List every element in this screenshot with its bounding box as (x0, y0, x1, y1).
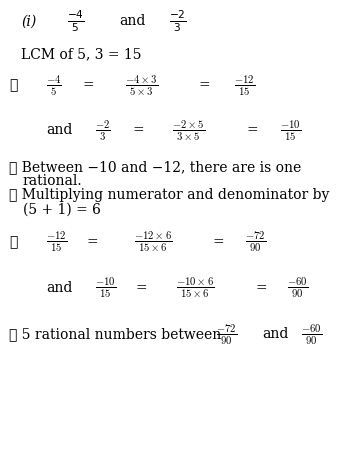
Text: =: = (246, 123, 258, 137)
Text: and: and (46, 281, 72, 295)
Text: $\frac{-2\times5}{3\times5}$: $\frac{-2\times5}{3\times5}$ (172, 118, 206, 143)
Text: $\frac{-10\times6}{15\times6}$: $\frac{-10\times6}{15\times6}$ (176, 275, 214, 300)
Text: $\frac{-12}{15}$: $\frac{-12}{15}$ (46, 229, 67, 254)
Text: $\frac{-60}{90}$: $\frac{-60}{90}$ (301, 322, 322, 346)
Text: and: and (120, 14, 146, 28)
Text: $\mathdefault{\frac{-2}{3}}$: $\mathdefault{\frac{-2}{3}}$ (169, 9, 187, 34)
Text: =: = (136, 281, 147, 295)
Text: $\frac{-10}{15}$: $\frac{-10}{15}$ (95, 275, 116, 300)
Text: $\frac{-4}{5}$: $\frac{-4}{5}$ (46, 73, 61, 98)
Text: ∴ Multiplying numerator and denominator by: ∴ Multiplying numerator and denominator … (9, 188, 329, 202)
Text: (5 + 1) = 6: (5 + 1) = 6 (23, 202, 101, 217)
Text: =: = (86, 235, 98, 249)
Text: and: and (46, 123, 72, 137)
Text: $\frac{-72}{90}$: $\frac{-72}{90}$ (245, 229, 266, 254)
Text: $\mathdefault{\frac{-4}{5}}$: $\mathdefault{\frac{-4}{5}}$ (67, 9, 84, 34)
Text: $\frac{-12}{15}$: $\frac{-12}{15}$ (234, 73, 255, 98)
Text: ∴: ∴ (9, 235, 17, 249)
Text: $\frac{-12\times6}{15\times6}$: $\frac{-12\times6}{15\times6}$ (134, 229, 172, 254)
Text: =: = (132, 123, 144, 137)
Text: $\frac{-72}{90}$: $\frac{-72}{90}$ (216, 322, 238, 346)
Text: =: = (213, 235, 225, 249)
Text: rational.: rational. (23, 174, 82, 188)
Text: $\frac{-4\times3}{5\times3}$: $\frac{-4\times3}{5\times3}$ (125, 73, 158, 98)
Text: and: and (262, 327, 289, 341)
Text: (i): (i) (21, 14, 36, 28)
Text: =: = (83, 78, 94, 92)
Text: $\frac{-60}{90}$: $\frac{-60}{90}$ (287, 275, 308, 300)
Text: ∴: ∴ (9, 78, 17, 92)
Text: =: = (255, 281, 267, 295)
Text: ∴ Between −10 and −12, there are is one: ∴ Between −10 and −12, there are is one (9, 160, 301, 174)
Text: ∴ 5 rational numbers between: ∴ 5 rational numbers between (9, 327, 221, 341)
Text: $\frac{-10}{15}$: $\frac{-10}{15}$ (280, 118, 301, 143)
Text: $\frac{-2}{3}$: $\frac{-2}{3}$ (95, 118, 111, 143)
Text: =: = (199, 78, 210, 92)
Text: LCM of 5, 3 = 15: LCM of 5, 3 = 15 (21, 47, 142, 62)
